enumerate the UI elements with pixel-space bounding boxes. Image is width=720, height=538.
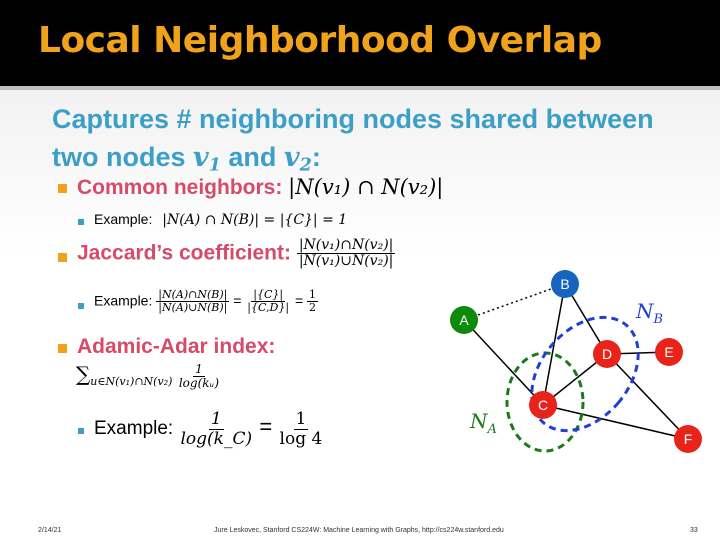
adamic-formula: ∑u∈N(v₁)∩N(v₂) 1 log(kᵤ) — [76, 362, 221, 390]
lead-line-2: two nodes v1 and v2: — [52, 138, 654, 184]
node-D: D — [593, 340, 621, 368]
edge-A-B-dotted — [463, 283, 566, 321]
jaccard-num: |N(v₁)∩N(v₂)| — [296, 237, 396, 255]
sum-symbol: ∑ — [76, 362, 91, 386]
edge-A-C — [463, 319, 544, 406]
v2-sub: 2 — [299, 155, 312, 176]
jaccard-ex-frac-2: |{C}| |{C,D}| — [245, 288, 291, 315]
adamic-ex-num-1: 1 — [208, 409, 224, 430]
adamic-example-label: Example: — [94, 418, 179, 440]
slide-title: Local Neighborhood Overlap — [38, 20, 602, 61]
lead-line-1: Captures # neighboring nodes shared betw… — [52, 104, 654, 134]
footer-page-number: 33 — [690, 527, 698, 534]
lead-line-2-pre: two nodes — [52, 142, 193, 172]
adamic-ex-den-2: log 4 — [279, 428, 323, 449]
jaccard-ex-frac-1: |N(A)∩N(B)| |N(A)∪N(B)| — [156, 288, 230, 315]
lead-text: Captures # neighboring nodes shared betw… — [52, 100, 654, 184]
jaccard-ex-num-2: |{C}| — [251, 288, 286, 303]
bullet-adamic-adar: Adamic-Adar index: — [77, 335, 275, 359]
jaccard-ex-num-1: |N(A)∩N(B)| — [156, 288, 230, 303]
jaccard-ex-den-1: |N(A)∪N(B)| — [158, 301, 228, 315]
jaccard-ex-den-3: 2 — [309, 301, 317, 315]
adamic-num: 1 — [193, 362, 205, 378]
equals-sign: = — [259, 414, 273, 440]
adamic-ex-frac-1: 1 log(k_C) — [178, 410, 254, 448]
jaccard-example-label: Example: — [94, 292, 157, 309]
bullet-marker — [58, 184, 67, 193]
adamic-ex-den-1: log(k_C) — [180, 428, 253, 449]
content-area — [0, 90, 720, 510]
adamic-fraction: 1 log(kᵤ) — [177, 362, 221, 391]
jaccard-ex-den-2: |{C,D}| — [247, 301, 290, 315]
node-C: C — [529, 391, 557, 419]
bullet-common-neighbors: Common neighbors: |N(v₁) ∩ N(v₂)| — [77, 175, 443, 200]
edge-D-F — [606, 353, 689, 440]
neighborhood-B-ellipse — [530, 315, 640, 433]
lead-and: and — [220, 142, 284, 172]
node-F-label: F — [684, 431, 693, 447]
common-example-label: Example: — [94, 211, 157, 227]
node-D-label: D — [602, 346, 612, 362]
node-E: E — [655, 338, 683, 366]
common-example-formula: |N(A) ∩ N(B)| = |{C}| = 1 — [162, 212, 348, 228]
footer-date: 2/14/21 — [38, 527, 62, 534]
jaccard-fraction: |N(v₁)∩N(v₂)| |N(v₁)∪N(v₂)| — [296, 237, 396, 270]
example-graph: A B C D E F NA NB — [450, 270, 702, 453]
title-rule — [0, 86, 720, 90]
v2-symbol: v2 — [283, 142, 312, 176]
equals-sign: = — [294, 292, 304, 309]
node-B-label: B — [560, 276, 569, 292]
title-bar — [0, 0, 720, 86]
sum-subscript: u∈N(v₁)∩N(v₂) — [90, 375, 173, 388]
lead-colon: : — [311, 142, 321, 172]
adamic-example: Example: 1 log(k_C) = 1 log 4 — [94, 410, 324, 448]
node-C-label: C — [538, 397, 548, 413]
jaccard-ex-num-3: 1 — [307, 288, 319, 303]
common-example: Example: |N(A) ∩ N(B)| = |{C}| = 1 — [94, 211, 347, 228]
sub-bullet-marker — [78, 428, 84, 434]
v1-sub: 1 — [208, 155, 221, 176]
bullet-marker — [58, 253, 67, 262]
NA-label: NA — [469, 409, 497, 437]
jaccard-den: |N(v₁)∪N(v₂)| — [298, 253, 394, 270]
bullet-jaccard: Jaccard’s coefficient: |N(v₁)∩N(v₂)| |N(v… — [77, 237, 396, 270]
node-E-label: E — [664, 344, 673, 360]
node-B: B — [551, 270, 579, 298]
sub-bullet-marker — [78, 219, 84, 225]
node-A-label: A — [459, 312, 469, 328]
v1-symbol: v1 — [193, 142, 221, 176]
NB-label: NB — [635, 299, 663, 327]
common-formula: |N(v₁) ∩ N(v₂)| — [288, 175, 444, 199]
common-label: Common neighbors: — [77, 176, 289, 199]
bullet-marker — [58, 344, 67, 353]
v1-letter: v — [193, 142, 209, 173]
adamic-ex-frac-2: 1 log 4 — [278, 410, 325, 448]
footer-credit: Jure Leskovec, Stanford CS224W: Machine … — [214, 527, 504, 534]
sub-bullet-marker — [78, 303, 84, 309]
jaccard-example: Example: |N(A)∩N(B)| |N(A)∪N(B)| = |{C}| |… — [94, 288, 319, 315]
edge-C-F — [542, 404, 689, 440]
adamic-ex-num-2: 1 — [293, 409, 309, 430]
node-A: A — [450, 306, 478, 334]
jaccard-label: Jaccard’s coefficient: — [77, 241, 297, 265]
equals-sign: = — [233, 292, 242, 309]
node-F: F — [674, 425, 702, 453]
adamic-label: Adamic-Adar index: — [77, 335, 276, 358]
v2-letter: v — [283, 142, 300, 173]
adamic-den: log(kᵤ) — [178, 376, 220, 391]
